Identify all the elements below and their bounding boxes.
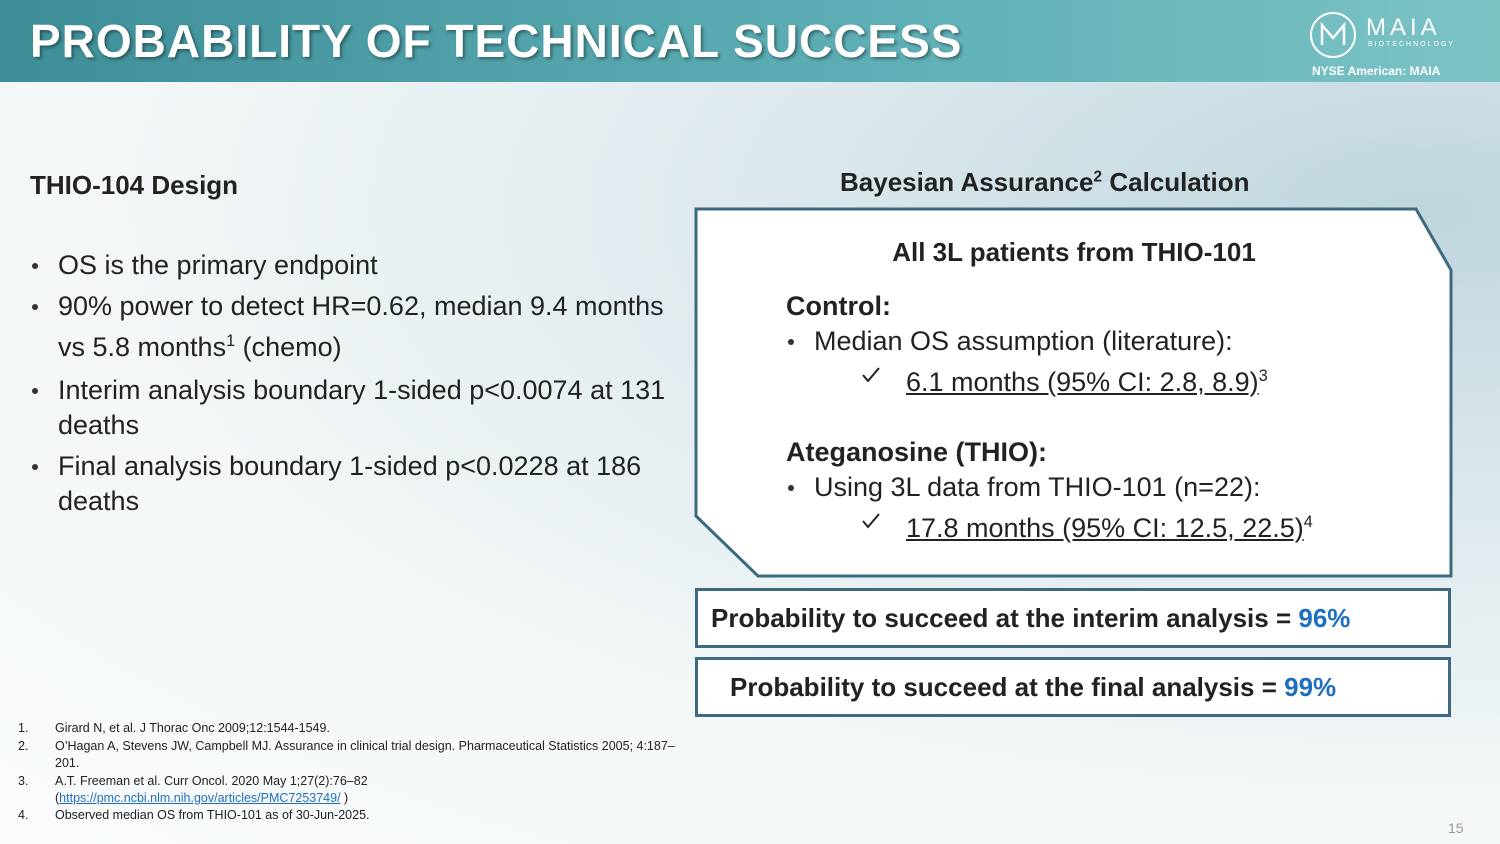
result-text: Probability to succeed at the interim an… — [711, 603, 1292, 633]
footnote-ref: 2 — [1093, 168, 1103, 186]
footnote-text: Girard N, et al. J Thorac Onc 2009;12:15… — [55, 721, 330, 735]
footnote-num: 3. — [18, 774, 29, 788]
left-heading: THIO-104 Design — [30, 170, 239, 200]
footnote-line: A.T. Freeman et al. Curr Oncol. 2020 May… — [55, 774, 368, 788]
page-number: 15 — [1448, 820, 1464, 836]
slide-title: PROBABILITY OF TECHNICAL SUCCESS — [30, 15, 963, 67]
check-icon — [862, 513, 880, 529]
bullet: OS is the primary endpoint — [30, 248, 690, 283]
footnote-text: Observed median OS from THIO-101 as of 3… — [55, 808, 370, 822]
paren: ) — [344, 791, 349, 805]
logo-name: MAIA — [1366, 14, 1441, 41]
logo-sub: BIOTECHNOLOGY — [1368, 41, 1456, 48]
right-heading: Bayesian Assurance2 Calculation — [840, 167, 1249, 198]
bullet-text: Median OS assumption (literature): — [814, 326, 1233, 356]
result-box: Probability to succeed at the interim an… — [695, 588, 1451, 648]
bullet-text: Using 3L data from THIO-101 (n=22): — [814, 472, 1261, 502]
check-text: 17.8 months (95% CI: 12.5, 22.5) — [906, 513, 1304, 543]
footnote-ref: 1 — [226, 332, 236, 350]
footnote-link[interactable]: https://pmc.ncbi.nlm.nih.gov/articles/PM… — [59, 791, 341, 805]
footnote-text: A.T. Freeman et al. Curr Oncol. 2020 May… — [55, 773, 695, 807]
result-value: 96% — [1298, 603, 1351, 633]
check-item: 6.1 months (95% CI: 2.8, 8.9)3 — [786, 359, 1436, 400]
footnote-num: 1. — [18, 721, 29, 735]
section-label: Ateganosine (THIO): — [786, 437, 1047, 467]
bullet: Using 3L data from THIO-101 (n=22): — [786, 470, 1436, 505]
footnote-ref: 4 — [1303, 513, 1313, 531]
header-bar — [0, 0, 1500, 82]
bullet-text: Interim analysis boundary 1-sided p<0.00… — [58, 375, 666, 440]
footnote-text: O’Hagan A, Stevens JW, Campbell MJ. Assu… — [55, 739, 675, 770]
result-text: Probability to succeed at the final anal… — [730, 672, 1277, 702]
logo-icon — [1310, 12, 1356, 58]
footnote-num: 2. — [18, 739, 29, 753]
exchange: NYSE American: MAIA — [1312, 64, 1441, 78]
bullet: Final analysis boundary 1-sided p<0.0228… — [30, 449, 690, 519]
box-content: Control: Median OS assumption (literatur… — [786, 289, 1436, 546]
bullet: Median OS assumption (literature): — [786, 324, 1436, 359]
bullet-text: (chemo) — [242, 332, 342, 362]
bullet-text: OS is the primary endpoint — [58, 250, 378, 280]
bullet-text: Final analysis boundary 1-sided p<0.0228… — [58, 451, 642, 516]
bullet: Interim analysis boundary 1-sided p<0.00… — [30, 373, 690, 443]
check-item: 17.8 months (95% CI: 12.5, 22.5)4 — [786, 505, 1436, 546]
bullet: 90% power to detect HR=0.62, median 9.4 … — [30, 289, 690, 365]
heading-text: Calculation — [1109, 167, 1250, 197]
bullet-list: OS is the primary endpoint 90% power to … — [30, 248, 690, 519]
result-value: 99% — [1284, 672, 1337, 702]
footnote-ref: 3 — [1258, 367, 1268, 385]
paren: ( — [55, 791, 60, 805]
footnote-num: 4. — [18, 808, 29, 822]
section-label: Control: — [786, 291, 891, 321]
bullet-text: 90% power to detect HR=0.62, median 9.4 … — [58, 291, 664, 362]
check-text: 6.1 months (95% CI: 2.8, 8.9) — [906, 367, 1259, 397]
heading-text: Bayesian Assurance — [840, 167, 1094, 197]
check-icon — [862, 367, 880, 383]
box-title: All 3L patients from THIO-101 — [892, 237, 1256, 267]
result-box: Probability to succeed at the final anal… — [695, 657, 1451, 717]
